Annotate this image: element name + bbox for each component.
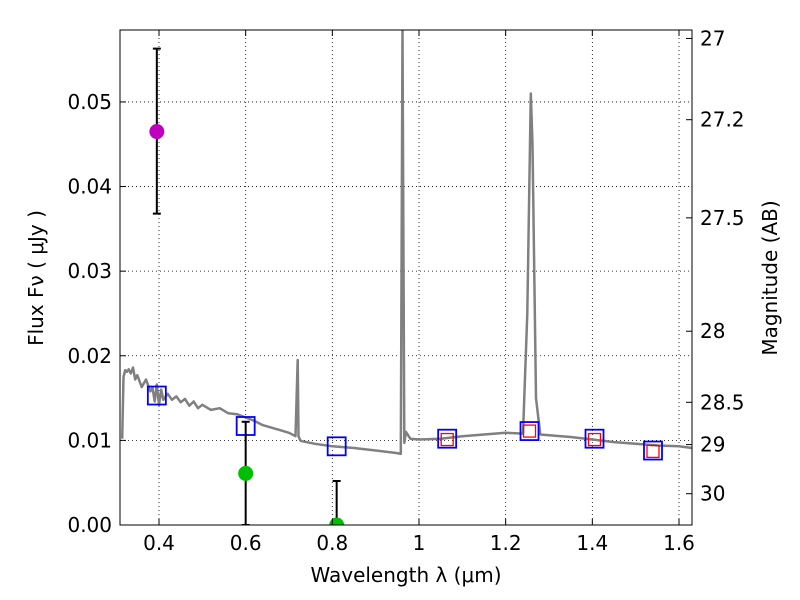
model-photometry-square [326, 436, 347, 457]
x-axis-label: Wavelength λ (μm) [310, 563, 501, 587]
x-tick-label: 1.6 [663, 531, 695, 555]
observed-photometry-square [646, 444, 660, 459]
y-tick-label: 0.04 [67, 175, 112, 199]
observed-photometry-square [587, 432, 602, 447]
model-photometry-square [584, 428, 605, 449]
detection-point [238, 465, 254, 481]
y2-tick-label: 28 [700, 319, 725, 343]
plot-frame [119, 29, 693, 526]
y2-axis-label: Magnitude (AB) [758, 200, 782, 355]
x-tick-label: 0.6 [230, 531, 262, 555]
x-tick-label: 1.2 [490, 531, 522, 555]
x-tick-label: 0.4 [143, 531, 175, 555]
model-photometry-square [146, 385, 167, 406]
y2-tick-label: 29 [700, 433, 725, 457]
y-axis-label: Flux Fν ( μJy ) [24, 210, 48, 346]
x-axis-ticks: 0.4 0.6 0.8 1 1.2 1.4 1.6 [143, 30, 695, 555]
model-photometry-square [519, 421, 540, 441]
observed-photometry-square [440, 432, 454, 447]
x-tick-label: 1.4 [576, 531, 608, 555]
y-tick-label: 0.01 [67, 428, 112, 452]
y2-tick-label: 27.2 [700, 108, 745, 132]
y2-axis-ticks: 27 27.2 27.5 28 28.5 29 30 [686, 26, 745, 506]
y-tick-label: 0.03 [67, 259, 112, 283]
y2-tick-label: 28.5 [700, 390, 745, 414]
detection-point [329, 517, 345, 525]
observed-photometry-square [522, 424, 537, 438]
y-axis-ticks: 0.00 0.01 0.02 0.03 0.04 0.05 [67, 90, 126, 537]
y-tick-label: 0.02 [67, 344, 112, 368]
detection-point [149, 124, 165, 140]
x-tick-label: 1 [413, 531, 426, 555]
y-tick-label: 0.00 [67, 513, 112, 537]
model-sed-line [120, 30, 692, 456]
y2-tick-label: 30 [700, 482, 725, 506]
x-tick-label: 0.8 [316, 531, 348, 555]
y2-tick-label: 27 [700, 26, 725, 50]
y2-tick-label: 27.5 [700, 206, 745, 230]
model-photometry-square [437, 428, 458, 449]
model-photometry-square [643, 440, 663, 461]
grid [120, 30, 692, 526]
y-tick-label: 0.05 [67, 90, 112, 114]
plot-area [120, 30, 692, 525]
